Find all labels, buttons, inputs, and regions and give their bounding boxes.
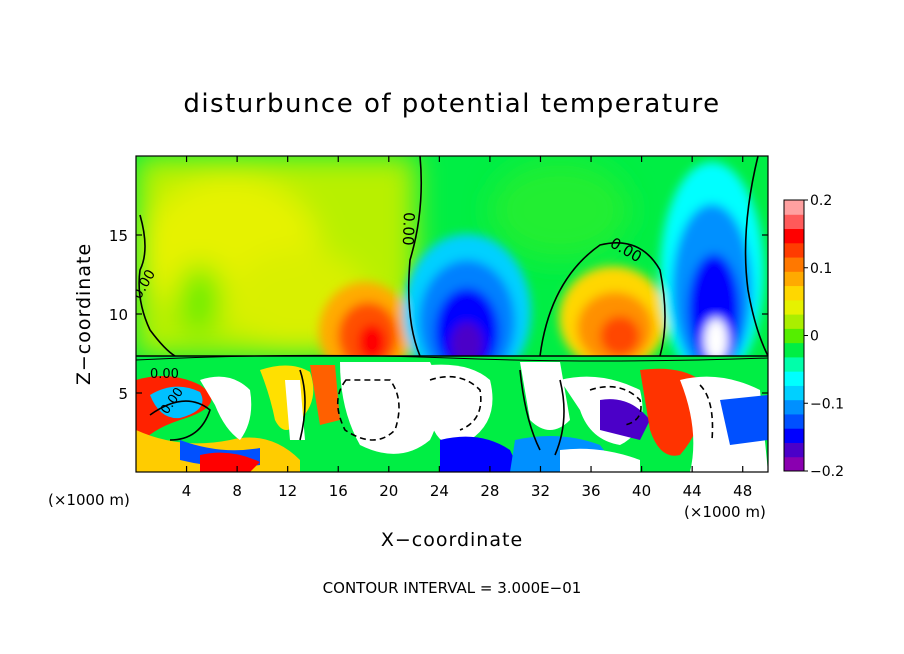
y-tick-label: 10	[109, 306, 128, 324]
x-tick-label: 8	[232, 482, 242, 500]
heatmap-field: 0.00 0.00 0.00 0.00 0.00	[136, 156, 768, 472]
x-axis-label: X−coordinate	[381, 529, 523, 551]
y-axis: 5 10 15	[109, 227, 768, 403]
colorbar-swatch	[784, 200, 804, 215]
y-tick-label: 5	[118, 385, 128, 403]
colorbar-swatch	[784, 428, 804, 443]
x-tick-label: 24	[430, 482, 449, 500]
colorbar-swatch	[784, 371, 804, 386]
y-tick-label: 15	[109, 227, 128, 245]
colorbar-swatch	[784, 242, 804, 258]
chart-title: disturbunce of potential temperature	[183, 89, 720, 119]
colorbar-swatch	[784, 228, 804, 244]
colorbar: 0.2 0.1 0 −0.1 −0.2	[783, 193, 844, 480]
colorbar-tick-label: 0	[810, 329, 819, 345]
colorbar-swatch	[784, 214, 804, 230]
colorbar-swatch	[784, 328, 804, 344]
colorbar-swatch	[784, 413, 804, 429]
x-tick-label: 12	[278, 482, 297, 500]
colorbar-tick-label: −0.2	[810, 464, 844, 480]
x-axis: 4 8 12 16 20 24 28 32 36 40 44 48	[182, 156, 752, 500]
contour-interval-footer: CONTOUR INTERVAL = 3.000E−01	[323, 579, 582, 597]
x-axis-unit-left: (×1000 m)	[48, 491, 130, 509]
colorbar-swatch	[784, 456, 804, 472]
x-tick-label: 16	[329, 482, 348, 500]
x-tick-label: 44	[683, 482, 702, 500]
colorbar-swatch	[784, 385, 804, 401]
x-tick-label: 40	[632, 482, 651, 500]
colorbar-tick-label: 0.2	[810, 193, 832, 209]
colorbar-swatch	[784, 271, 804, 287]
colorbar-swatch	[784, 314, 804, 329]
colorbar-swatch	[784, 257, 804, 272]
x-tick-label: 32	[531, 482, 550, 500]
colorbar-swatch	[784, 356, 804, 372]
colorbar-swatch	[784, 342, 804, 358]
x-tick-label: 36	[581, 482, 600, 500]
x-axis-unit-right: (×1000 m)	[684, 503, 766, 521]
colorbar-swatch	[784, 285, 804, 301]
contour-label: 0.00	[399, 212, 418, 246]
contour-label: 0.00	[150, 367, 179, 382]
colorbar-swatch	[784, 299, 804, 315]
colorbar-tick-label: 0.1	[810, 261, 832, 277]
colorbar-swatch	[784, 399, 804, 415]
y-axis-label: Z−coordinate	[73, 243, 95, 385]
x-tick-label: 48	[733, 482, 752, 500]
colorbar-tick-label: −0.1	[810, 396, 844, 412]
x-tick-label: 28	[480, 482, 499, 500]
x-tick-label: 20	[379, 482, 398, 500]
x-tick-label: 4	[182, 482, 192, 500]
colorbar-swatch	[784, 442, 804, 458]
